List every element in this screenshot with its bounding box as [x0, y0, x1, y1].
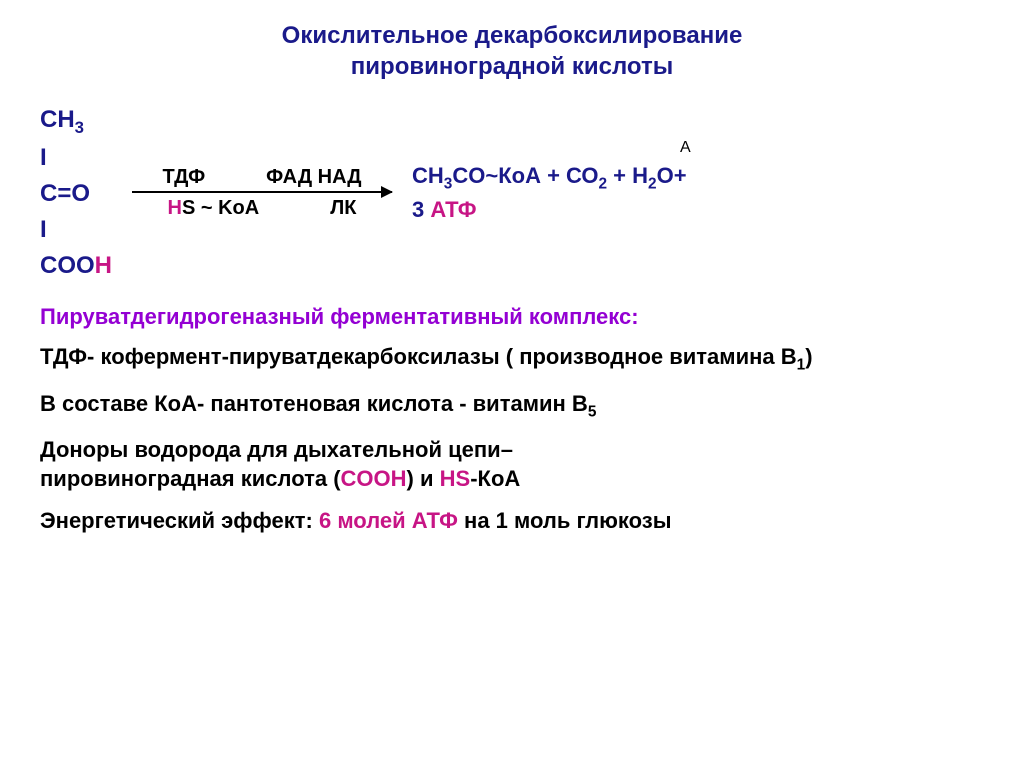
- arrow-bottom-labels: HS ~ KoA ЛК: [132, 197, 392, 220]
- struct-bond-1: I: [40, 144, 47, 171]
- reaction-arrow-block: ТДФ ФАД НАД HS ~ KoA ЛК: [132, 166, 392, 220]
- label-fad-nad: ФАД НАД: [266, 166, 361, 189]
- struct-ch3: CH3: [40, 106, 84, 133]
- a-superscript: A: [680, 137, 691, 159]
- title-line-2: пировиноградной кислоты: [351, 53, 673, 80]
- pyruvate-structure: CH3 I C=O I COOH: [40, 102, 112, 284]
- title-line-1: Окислительное декарбоксилирование: [282, 22, 743, 49]
- products-line-1: CH3CO~КоА + СО2 + H2O+: [412, 163, 687, 188]
- reaction-products: A CH3CO~КоА + СО2 + H2O+ 3 АТФ: [412, 161, 687, 226]
- tdf-paragraph: ТДФ- кофермент-пируватдекарбоксилазы ( п…: [40, 342, 984, 376]
- label-hskoa: HS ~ KoA: [168, 197, 260, 220]
- struct-cooh: COOH: [40, 252, 112, 279]
- struct-co: C=O: [40, 180, 90, 207]
- arrow-top-labels: ТДФ ФАД НАД: [132, 166, 392, 189]
- struct-bond-2: I: [40, 216, 47, 243]
- donors-paragraph: Доноры водорода для дыхательной цепи– пи…: [40, 435, 984, 494]
- complex-heading: Пируватдегидрогеназный ферментативный ко…: [40, 304, 984, 330]
- arrow-line: [132, 191, 392, 193]
- label-lk: ЛК: [330, 197, 356, 220]
- label-tdf: ТДФ: [162, 166, 205, 189]
- slide-title: Окислительное декарбоксилирование пирови…: [40, 20, 984, 82]
- energy-paragraph: Энергетический эффект: 6 молей АТФ на 1 …: [40, 506, 984, 536]
- reaction-area: CH3 I C=O I COOH ТДФ ФАД НАД HS ~ KoA ЛК…: [40, 102, 984, 284]
- products-line-2: 3 АТФ: [412, 197, 477, 222]
- koa-paragraph: В составе КоА- пантотеновая кислота - ви…: [40, 389, 984, 423]
